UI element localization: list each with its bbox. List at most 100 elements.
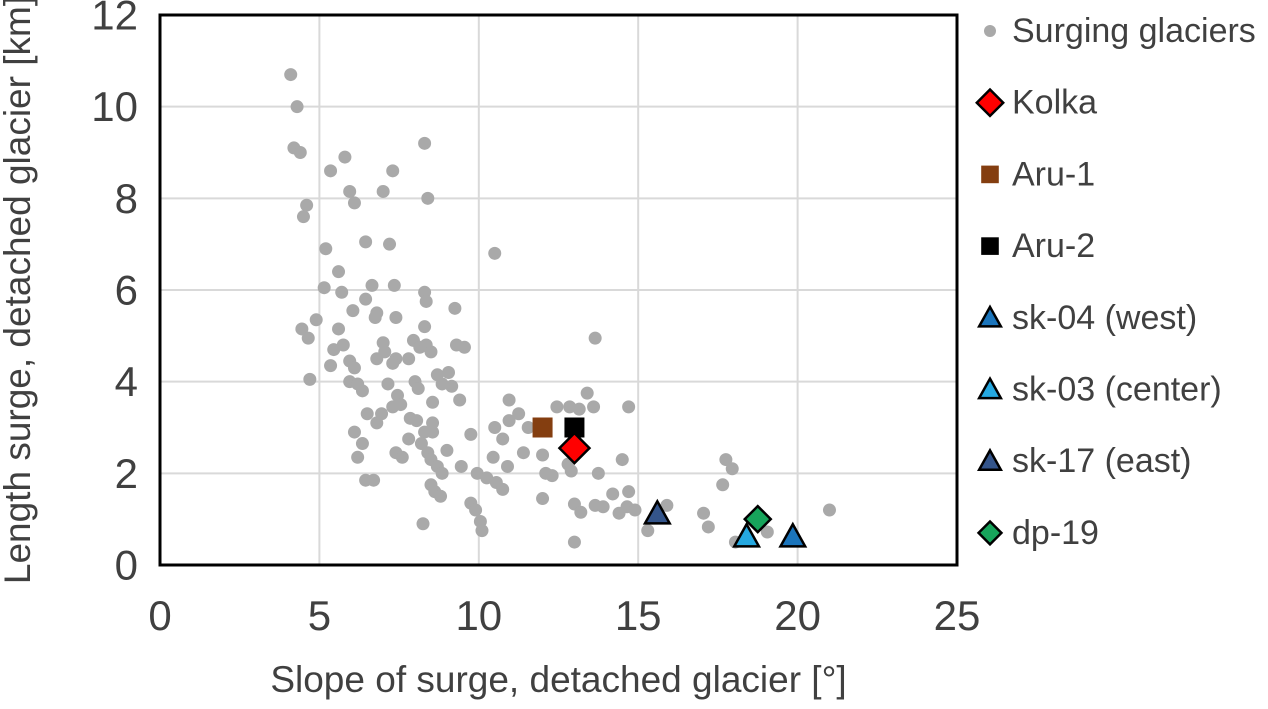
- scatter-point: [296, 210, 310, 224]
- y-tick-label: 10: [91, 83, 138, 130]
- scatter-point: [365, 278, 379, 292]
- scatter-point: [347, 425, 361, 439]
- scatter-point: [532, 417, 553, 438]
- series-aru-2: [564, 417, 585, 438]
- legend-marker-triangle: [977, 304, 1003, 328]
- legend-marker-triangle: [977, 376, 1003, 400]
- legend-item: dp-19: [976, 514, 1099, 552]
- scatter-point: [411, 382, 425, 396]
- scatter-point: [448, 301, 462, 315]
- scatter-point: [486, 450, 500, 464]
- legend-marker-square: [981, 237, 999, 255]
- scatter-point: [387, 278, 401, 292]
- legend-marker-triangle: [977, 447, 1003, 472]
- scatter-point: [488, 246, 502, 260]
- scatter-point: [426, 395, 440, 409]
- scatter-point: [332, 322, 346, 336]
- scatter-point: [295, 322, 309, 336]
- scatter-point: [351, 450, 365, 464]
- series-surging-glaciers: [284, 68, 836, 549]
- scatter-point: [567, 535, 581, 549]
- series-sk-03-center: [732, 521, 762, 548]
- scatter-point: [327, 343, 341, 357]
- legend-item: sk-03 (center): [977, 371, 1222, 409]
- scatter-point: [381, 377, 395, 391]
- scatter-point: [536, 448, 550, 462]
- scatter-point: [442, 366, 456, 379]
- legend-label: Aru-1: [1012, 155, 1095, 193]
- scatter-point: [641, 524, 655, 538]
- scatter-point: [309, 313, 323, 327]
- x-tick-label: 25: [934, 592, 981, 639]
- scatter-point: [419, 294, 433, 308]
- scatter-point: [587, 400, 601, 414]
- scatter-point: [697, 506, 711, 520]
- scatter-point: [418, 320, 432, 334]
- scatter-point: [496, 482, 510, 496]
- scatter-point: [822, 503, 836, 517]
- scatter-point: [359, 292, 373, 306]
- scatter-point: [550, 400, 564, 414]
- scatter-point: [418, 136, 432, 150]
- scatter-point: [367, 473, 381, 487]
- y-tick-label: 2: [115, 450, 138, 497]
- scatter-point: [545, 469, 559, 483]
- scatter-point: [335, 285, 349, 299]
- scatter-point: [346, 304, 360, 318]
- scatter-point: [376, 184, 390, 198]
- legend-label: dp-19: [1012, 514, 1099, 552]
- legend-label: Kolka: [1012, 84, 1097, 122]
- series-aru-1: [532, 417, 553, 438]
- scatter-point: [564, 464, 578, 478]
- scatter-point: [435, 466, 449, 480]
- legend-label: sk-17 (east): [1012, 442, 1192, 480]
- legend-item: Kolka: [975, 84, 1097, 122]
- scatter-point: [615, 453, 629, 467]
- scatter-point: [557, 431, 592, 465]
- scatter-point: [319, 242, 333, 256]
- scatter-point: [457, 340, 471, 354]
- scatter-point: [386, 164, 400, 178]
- legend-label: sk-03 (center): [1012, 371, 1222, 409]
- scatter-point: [386, 356, 400, 370]
- scatter-point: [622, 485, 636, 499]
- scatter-point: [521, 421, 535, 434]
- scatter-point: [500, 459, 514, 473]
- scatter-point: [606, 487, 620, 501]
- x-tick-label: 10: [455, 592, 502, 639]
- scatter-point: [410, 414, 424, 428]
- scatter-point: [596, 500, 610, 514]
- legend-item: sk-17 (east): [977, 442, 1192, 480]
- y-tick-label: 12: [91, 0, 138, 39]
- legend-item: Surging glaciers: [984, 12, 1256, 50]
- legend-label: sk-04 (west): [1012, 299, 1197, 337]
- scatter-point: [516, 446, 530, 460]
- scatter-point: [370, 352, 384, 366]
- scatter-point: [469, 503, 483, 517]
- scatter-point: [434, 489, 448, 503]
- scatter-point: [389, 311, 403, 324]
- scatter-point: [426, 416, 440, 430]
- scatter-point: [496, 432, 510, 446]
- scatter-point: [660, 498, 674, 512]
- scatter-point: [453, 393, 467, 407]
- scatter-point: [536, 492, 550, 506]
- scatter-point: [574, 505, 588, 519]
- legend-marker-circle: [984, 25, 996, 37]
- legend-item: Aru-1: [981, 155, 1095, 193]
- scatter-point: [360, 407, 374, 421]
- y-tick-label: 0: [115, 542, 138, 589]
- scatter-point: [402, 432, 416, 446]
- plot-frame: [158, 13, 959, 567]
- scatter-point: [395, 450, 409, 464]
- scatter-point: [588, 331, 602, 345]
- scatter-point: [725, 462, 739, 476]
- legend-item: sk-04 (west): [977, 299, 1197, 337]
- y-tick-label: 4: [115, 358, 138, 405]
- x-axis-title: Slope of surge, detached glacier [°]: [270, 659, 846, 700]
- x-tick-label: 5: [308, 592, 331, 639]
- scatter-point: [359, 235, 373, 249]
- legend: Surging glaciers Kolka Aru-1 Aru-2 sk-04 (we…: [975, 12, 1256, 552]
